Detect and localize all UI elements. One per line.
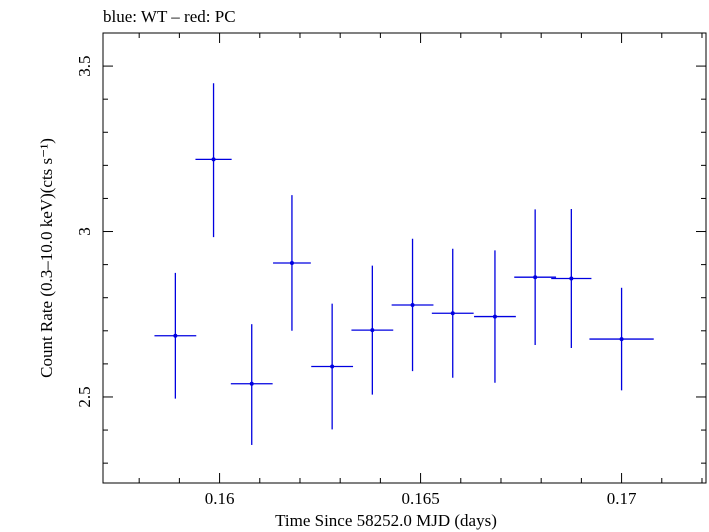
data-marker bbox=[289, 260, 294, 265]
data-point bbox=[589, 287, 654, 391]
data-point bbox=[311, 303, 354, 430]
data-series bbox=[154, 83, 654, 445]
data-point bbox=[474, 250, 516, 383]
y-tick-label: 3.5 bbox=[75, 55, 94, 76]
data-marker bbox=[370, 328, 375, 333]
data-marker bbox=[249, 381, 254, 386]
data-point bbox=[154, 272, 197, 399]
y-axis-label: Count Rate (0.3–10.0 keV)(cts s⁻¹) bbox=[37, 138, 56, 378]
data-marker bbox=[569, 276, 574, 281]
data-marker bbox=[450, 311, 455, 316]
data-point bbox=[551, 209, 592, 348]
data-point bbox=[230, 324, 273, 445]
y-tick-label: 2.5 bbox=[75, 386, 94, 407]
data-marker bbox=[410, 302, 415, 307]
plot-frame bbox=[102, 32, 707, 484]
data-marker bbox=[211, 157, 216, 162]
data-marker bbox=[173, 333, 178, 338]
data-marker bbox=[330, 364, 335, 369]
y-axis: 2.5 3 3.5 bbox=[75, 32, 706, 464]
y-tick-label: 3 bbox=[75, 227, 94, 236]
data-marker bbox=[533, 275, 538, 280]
x-tick-label: 0.16 bbox=[205, 489, 235, 508]
data-marker bbox=[619, 337, 624, 342]
data-point bbox=[391, 238, 434, 372]
x-tick-label: 0.165 bbox=[401, 489, 439, 508]
x-axis: 0.16 0.165 0.17 bbox=[138, 33, 703, 508]
data-marker bbox=[492, 314, 497, 319]
x-axis-label: Time Since 58252.0 MJD (days) bbox=[275, 511, 497, 530]
data-point bbox=[195, 83, 232, 238]
data-point bbox=[431, 248, 474, 378]
data-point bbox=[351, 265, 394, 395]
data-point bbox=[273, 195, 311, 331]
chart-title: blue: WT – red: PC bbox=[103, 7, 236, 26]
data-point bbox=[514, 209, 557, 346]
x-tick-label: 0.17 bbox=[607, 489, 637, 508]
